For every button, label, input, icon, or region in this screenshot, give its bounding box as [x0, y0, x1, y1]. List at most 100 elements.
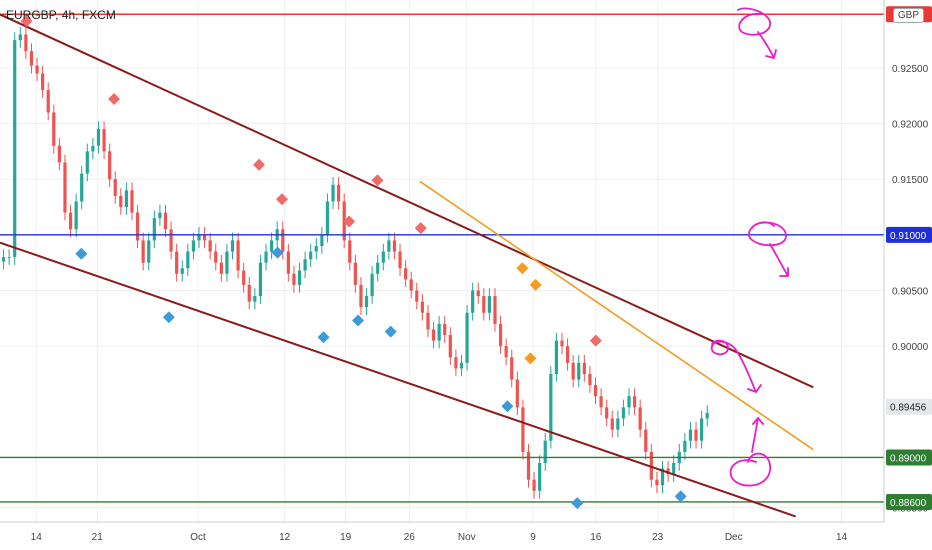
candle-body-14: [80, 173, 84, 202]
candle-body-62: [348, 240, 352, 263]
x-tick-label-10: Dec: [725, 532, 743, 543]
x-tick-label-9: 23: [652, 532, 664, 543]
price-tag-support-lower: 0.88600: [890, 498, 927, 509]
y-tick-label-0: 0.92500: [892, 64, 929, 75]
candle-body-2: [13, 40, 17, 258]
candle-body-87: [487, 296, 491, 313]
channel-lines[interactable]: [0, 13, 814, 518]
candle-body-95: [532, 479, 536, 491]
candle-body-114: [638, 407, 642, 430]
candle-body-77: [431, 329, 436, 341]
price-axis[interactable]: 0.925000.920000.915000.905000.900000.885…: [883, 0, 932, 550]
candle-body-68: [381, 251, 385, 263]
candle-body-15: [85, 151, 89, 174]
candle-body-60: [337, 184, 341, 202]
candle-body-13: [74, 201, 78, 230]
candle-body-108: [605, 407, 609, 419]
candle-body-71: [398, 251, 402, 269]
candle-body-1: [7, 257, 11, 259]
candle-body-9: [52, 112, 56, 146]
candle-body-19: [108, 151, 112, 180]
candle-body-17: [96, 129, 101, 146]
candle-body-56: [314, 245, 318, 252]
candle-body-8: [46, 90, 50, 113]
candle-body-72: [404, 268, 408, 280]
candle-body-44: [247, 284, 251, 302]
y-tick-label-1: 0.92000: [892, 120, 929, 131]
candle-body-22: [124, 190, 128, 208]
candle-body-105: [588, 373, 592, 386]
diamond-high-0: [20, 15, 33, 28]
price-tag-support-lower-bg: [886, 493, 932, 510]
candle-body-38: [214, 251, 218, 263]
candle-body-21: [119, 195, 123, 208]
candle-body-28: [158, 212, 162, 219]
diamond-high-6: [414, 222, 427, 235]
diamond-high-3: [275, 193, 288, 206]
candle-body-76: [426, 312, 430, 330]
candle-body-82: [459, 362, 464, 369]
signal-markers: [20, 15, 687, 510]
candle-body-35: [197, 234, 201, 241]
candle-body-37: [208, 240, 212, 252]
candle-body-45: [253, 296, 257, 302]
candle-body-20: [113, 179, 117, 196]
candle-body-55: [309, 251, 313, 260]
annotation-scribble-2: [710, 339, 762, 393]
candle-body-3: [18, 34, 22, 41]
channel-lower: [0, 241, 796, 518]
diamond-high-7: [589, 334, 602, 347]
candle-body-25: [141, 240, 145, 263]
currency-badge[interactable]: GBP: [892, 8, 924, 23]
candle-body-57: [320, 234, 324, 246]
annotation-scribble-1: [748, 221, 789, 277]
candle-body-63: [353, 262, 357, 285]
candle-body-118: [660, 468, 665, 486]
price-tag-current: 0.89456: [890, 403, 927, 414]
time-axis[interactable]: 14 21 Oct 12 19 26 Nov 9 16 23 Dec 14: [0, 521, 884, 550]
candle-body-93: [521, 407, 525, 452]
candle-body-65: [364, 296, 369, 308]
diamond-low-2: [271, 246, 284, 259]
candle-body-111: [621, 407, 626, 419]
candle-body-26: [147, 240, 151, 263]
candle-body-70: [392, 240, 397, 252]
diamond-low-3: [317, 331, 330, 344]
candle-body-74: [415, 290, 419, 302]
candle-body-31: [175, 251, 179, 274]
candle-body-59: [331, 184, 335, 202]
horizontal-levels[interactable]: [0, 13, 884, 503]
price-tag-mid: 0.91000: [890, 231, 927, 242]
candle-body-110: [616, 418, 620, 430]
candle-body-83: [465, 312, 469, 363]
candle-body-66: [370, 273, 374, 297]
y-tick-label-2: 0.91500: [892, 175, 929, 186]
candle-body-100: [560, 340, 564, 347]
candle-body-119: [666, 468, 670, 475]
chart-grid: [0, 0, 884, 522]
candle-body-106: [593, 385, 598, 397]
candle-body-85: [476, 290, 480, 297]
diamond-low-7: [571, 497, 584, 510]
candle-body-84: [471, 290, 475, 313]
candle-body-124: [694, 429, 698, 441]
candle-body-69: [387, 240, 391, 252]
candle-body-24: [135, 212, 140, 241]
candle-body-42: [236, 240, 240, 271]
diamond-low-8: [674, 490, 687, 503]
y-tick-label-4: 0.90000: [892, 342, 929, 353]
candle-body-103: [577, 362, 581, 380]
candle-body-78: [437, 323, 441, 341]
candle-body-67: [376, 262, 380, 274]
candle-body-123: [688, 429, 693, 441]
diamond-low-5: [384, 325, 397, 338]
candle-body-18: [102, 129, 106, 152]
candle-body-40: [225, 251, 229, 274]
diamond-low-6: [501, 400, 514, 413]
candle-body-36: [202, 234, 207, 241]
candle-body-33: [186, 251, 190, 269]
x-tick-label-2: Oct: [190, 532, 206, 543]
candle-body-51: [286, 251, 290, 274]
candle-body-79: [443, 323, 447, 336]
